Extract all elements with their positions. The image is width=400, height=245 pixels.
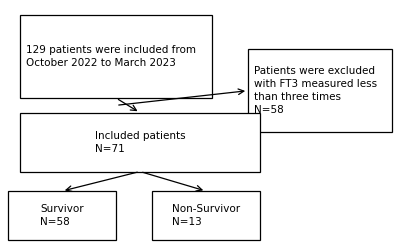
Text: Patients were excluded
with FT3 measured less
than three times
N=58: Patients were excluded with FT3 measured… — [254, 66, 377, 115]
Bar — [152, 191, 260, 240]
Bar — [20, 113, 260, 172]
Text: Non-Survivor
N=13: Non-Survivor N=13 — [172, 204, 240, 227]
Text: 129 patients were included from
October 2022 to March 2023: 129 patients were included from October … — [26, 45, 196, 68]
Text: Included patients
N=71: Included patients N=71 — [95, 131, 185, 154]
Bar — [248, 49, 392, 132]
Bar — [8, 191, 116, 240]
Bar — [20, 15, 212, 98]
Text: Survivor
N=58: Survivor N=58 — [40, 204, 84, 227]
